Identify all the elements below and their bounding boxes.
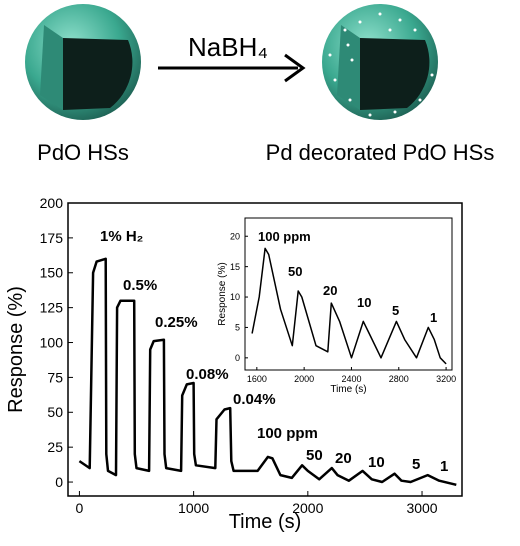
annotation: 1 xyxy=(430,310,437,325)
y-axis-label: Response (%) xyxy=(5,286,27,413)
x-axis-label: Time (s) xyxy=(330,384,366,395)
plot-frame xyxy=(67,202,463,497)
y-tick-label: 175 xyxy=(40,230,64,246)
y-tick-label: 150 xyxy=(40,265,64,281)
annotation: 20 xyxy=(323,283,337,298)
right-label: Pd decorated PdO HSs xyxy=(266,140,495,165)
annotation: 1% H₂ xyxy=(100,228,143,245)
annotation: 5 xyxy=(412,456,420,473)
y-tick-label: 15 xyxy=(230,262,240,272)
data-line xyxy=(251,247,447,365)
x-tick-label: 3000 xyxy=(406,500,437,516)
y-tick-label: 100 xyxy=(40,334,64,350)
x-tick-label: 2000 xyxy=(292,500,323,516)
y-tick-label: 0 xyxy=(235,353,240,363)
x-tick-label: 0 xyxy=(76,500,84,516)
annotation: 0.25% xyxy=(155,314,198,331)
annotation: 1 xyxy=(440,458,448,475)
sphere-right xyxy=(322,4,438,120)
annotation: 100 ppm xyxy=(257,425,318,442)
annotation: 10 xyxy=(368,454,385,471)
x-tick-label: 2000 xyxy=(294,374,314,384)
annotation: 20 xyxy=(335,450,352,467)
annotation: 0.5% xyxy=(123,277,157,294)
y-tick-label: 25 xyxy=(47,439,63,455)
annotation: 50 xyxy=(288,264,302,279)
arrow-head xyxy=(284,53,306,83)
data-line xyxy=(78,257,457,487)
y-tick-label: 10 xyxy=(230,292,240,302)
annotation: 10 xyxy=(357,295,371,310)
annotation: 0.08% xyxy=(186,366,229,383)
y-tick-label: 75 xyxy=(47,369,63,385)
left-label: PdO HSs xyxy=(37,140,129,165)
x-tick-label: 3200 xyxy=(436,374,456,384)
x-tick-label: 2800 xyxy=(389,374,409,384)
annotation: 5 xyxy=(392,303,399,318)
sphere-left xyxy=(25,4,141,120)
annotation: 100 ppm xyxy=(258,229,311,244)
annotation: 0.04% xyxy=(233,391,276,408)
x-tick-label: 2400 xyxy=(341,374,361,384)
y-tick-label: 0 xyxy=(55,474,63,490)
x-tick-label: 1000 xyxy=(178,500,209,516)
y-tick-label: 20 xyxy=(230,231,240,241)
y-tick-label: 200 xyxy=(40,195,64,211)
annotation: 50 xyxy=(306,447,323,464)
x-axis-label: Time (s) xyxy=(229,511,302,533)
y-tick-label: 125 xyxy=(40,300,64,316)
reagent: NaBH₄ xyxy=(188,32,268,62)
y-tick-label: 50 xyxy=(47,404,63,420)
plot-frame xyxy=(244,217,453,371)
x-tick-label: 1600 xyxy=(247,374,267,384)
y-axis-label: Response (%) xyxy=(217,262,228,325)
y-tick-label: 5 xyxy=(235,323,240,333)
